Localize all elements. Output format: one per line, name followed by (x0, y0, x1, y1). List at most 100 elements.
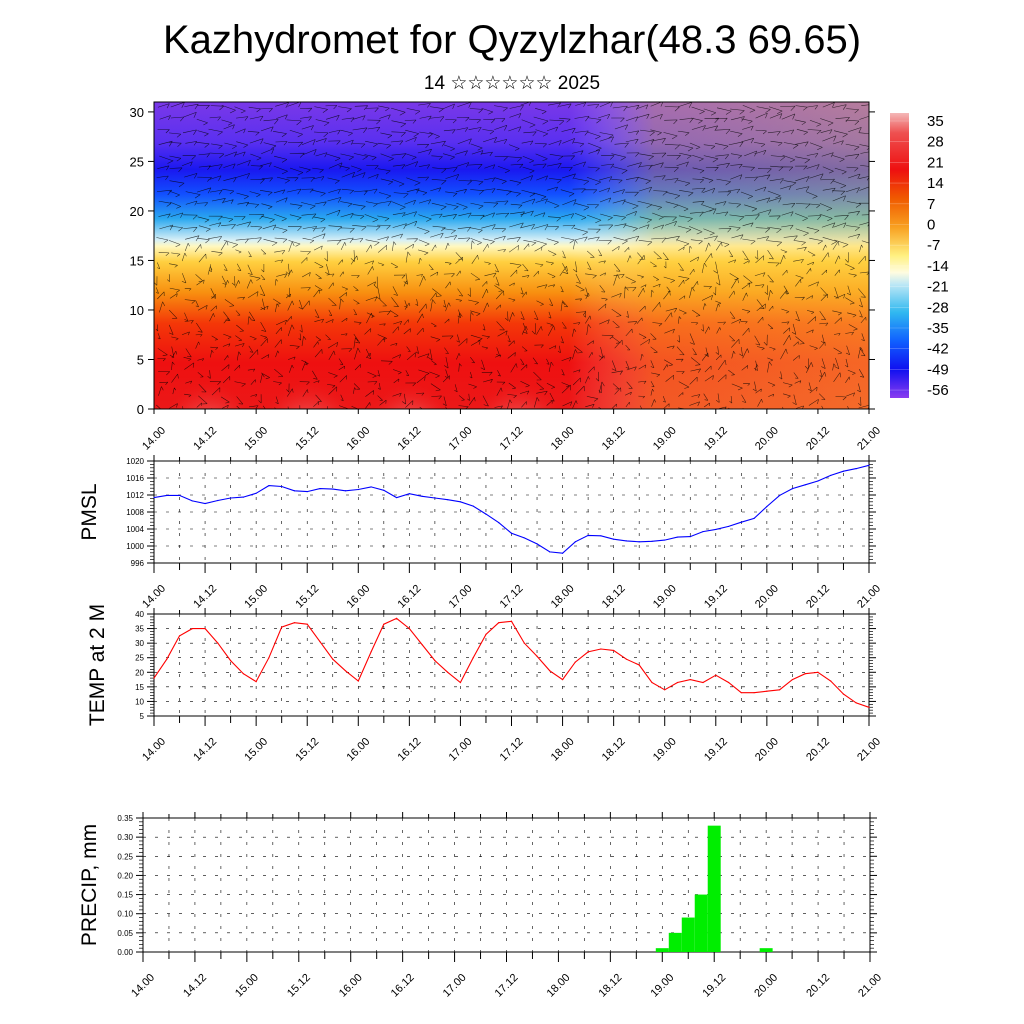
pmsl-point (178, 494, 181, 497)
temp-2m-point (842, 693, 845, 695)
y-tick-label: 0.15 (117, 891, 133, 900)
y-axis-title: PRECIP, mm (78, 824, 101, 946)
y-tick-label: 0 (137, 402, 144, 417)
pmsl-point (204, 502, 206, 505)
x-tick-label: 17.00 (447, 583, 475, 611)
colorbar-label: -28 (927, 299, 949, 316)
precip-bar (655, 948, 669, 952)
pmsl-point (242, 496, 244, 498)
temp-2m-point (472, 657, 474, 659)
pmsl-point (753, 517, 755, 519)
pmsl-point (625, 540, 628, 542)
pmsl-point (868, 464, 870, 466)
temp-2m-point (191, 627, 193, 630)
cross-section-panel: 0 5 10 15 20 25 30 14.00 14.12 15.00 15.12 16.00 16… (130, 101, 883, 453)
temp-2m-point (421, 644, 423, 646)
temp-2m-point (676, 681, 679, 684)
pmsl-point (357, 488, 359, 491)
x-tick-label: 15.00 (242, 425, 270, 453)
pmsl-point (613, 538, 615, 540)
x-tick-label: 14.12 (191, 736, 219, 764)
pmsl-point (191, 500, 193, 502)
temp-2m-point (625, 658, 628, 660)
y-tick-label: 0.00 (117, 948, 133, 957)
pmsl-point (383, 489, 385, 491)
colorbar: 35 28 21 14 7 0 -7 -14 -21 -28 -35 -42 -49 -56 (890, 113, 949, 399)
temp-2m-point (434, 660, 436, 662)
temp-2m-point (498, 622, 500, 624)
pmsl-point (804, 484, 806, 486)
pmsl-point (230, 497, 232, 499)
x-tick-label: 16.12 (396, 425, 424, 453)
temp-2m-point (306, 623, 308, 625)
colorbar-labels: 35 28 21 14 7 0 -7 -14 -21 -28 -35 -42 -49 -56 (927, 113, 949, 399)
colorbar-label: 21 (927, 154, 944, 171)
x-tick-label: 14.00 (140, 425, 168, 453)
y-tick-label: 25 (135, 654, 144, 663)
colorbar-label: -56 (927, 382, 949, 399)
colorbar-label: 0 (927, 217, 935, 234)
temp-2m-point (344, 670, 347, 672)
pmsl-point (523, 537, 525, 539)
x-tick-label: 15.00 (242, 583, 270, 611)
y-tick-label: 10 (130, 303, 144, 318)
warm-core (474, 339, 562, 409)
precip-bar (759, 948, 773, 952)
x-tick-label: 17.00 (441, 972, 469, 1000)
x-tick-label: 15.00 (242, 736, 270, 764)
y-tick-label: 20 (135, 668, 144, 677)
warm-core (264, 337, 352, 409)
temp-2m-point (383, 623, 385, 625)
temp-2m-point (395, 617, 398, 619)
x-tick-label: 20.00 (752, 972, 780, 1000)
temp-2m-point (510, 620, 513, 622)
wind-vector-set (154, 102, 869, 409)
y-tick-label: 1004 (126, 525, 144, 534)
pmsl-point (561, 552, 564, 554)
y-tick-label: 25 (130, 154, 144, 169)
temp-2m-point (753, 692, 755, 694)
colorbar-label: 28 (927, 134, 944, 151)
warm-core (370, 343, 450, 409)
pmsl-point (779, 494, 781, 497)
y-tick-label: 1020 (126, 457, 144, 466)
x-tick-label: 15.12 (293, 425, 321, 453)
x-tick-label: 21.00 (856, 972, 884, 1000)
pmsl-point (332, 488, 334, 490)
x-tick-label: 20.12 (804, 736, 832, 764)
colorbar-ramp (890, 113, 909, 398)
pmsl-point (587, 534, 589, 536)
temp-2m-point (485, 633, 487, 636)
colorbar-label: 35 (927, 113, 944, 130)
colorbar-label: -14 (927, 258, 949, 275)
x-tick-label: 20.00 (753, 425, 781, 453)
temp-2m-point (217, 642, 219, 644)
pmsl-panel: 996 1000 1004 1008 1012 1016 1020 14.00 14.12 15.… (78, 455, 883, 611)
colorbar-label: -35 (927, 320, 949, 337)
pmsl-point (715, 528, 717, 531)
pmsl-point (166, 494, 168, 497)
colorbar-label: -42 (927, 341, 949, 358)
x-tick-label: 15.12 (285, 972, 313, 1000)
x-tick-label: 20.12 (804, 425, 832, 453)
pmsl-point (702, 530, 704, 533)
temp-2m-point (791, 678, 793, 681)
y-axis-title: PMSL (78, 483, 101, 540)
pmsl-point (791, 488, 793, 490)
x-tick-label: 18.12 (600, 583, 628, 611)
x-tick-label: 20.00 (753, 583, 781, 611)
x-tick-label: 17.12 (498, 736, 526, 764)
pmsl-point (740, 521, 742, 523)
temp-2m-point (370, 651, 372, 653)
pmsl-point (510, 532, 513, 534)
y-tick-label: 0.35 (117, 814, 133, 823)
precip-bar (668, 932, 682, 952)
temp-2m-point (574, 661, 576, 663)
x-tick-label: 19.12 (702, 583, 730, 611)
y-tick-label: 10 (135, 697, 144, 706)
cross-section-y-axis: 0 5 10 15 20 25 30 (130, 105, 875, 417)
pmsl-point (408, 493, 410, 495)
temp-2m-point (332, 658, 334, 660)
pmsl-point (600, 535, 602, 537)
temp-2m-point (766, 690, 768, 692)
